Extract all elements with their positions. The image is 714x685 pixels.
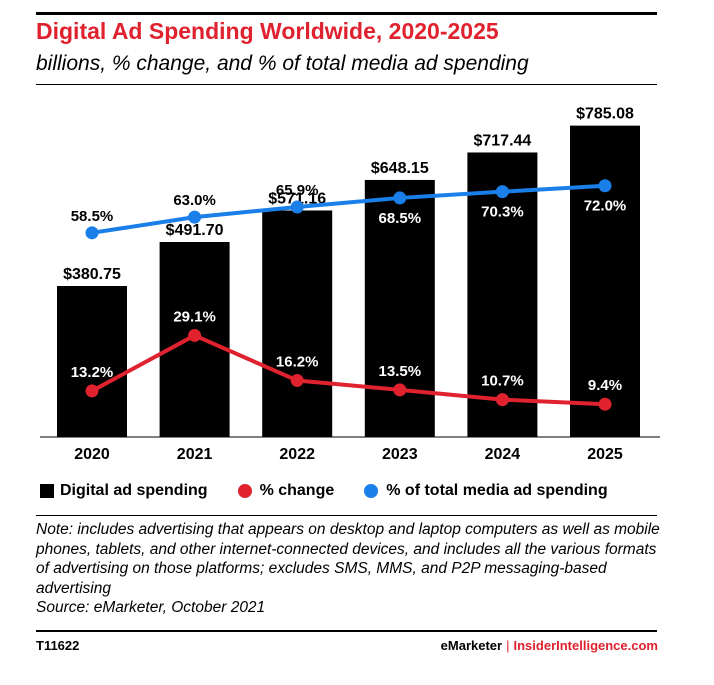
chart-id: T11622 — [36, 638, 80, 653]
chart-title: Digital Ad Spending Worldwide, 2020-2025 — [36, 18, 499, 44]
legend-label: % of total media ad spending — [386, 482, 608, 499]
subtitle-rule — [36, 84, 657, 85]
bar — [570, 125, 640, 437]
bar-value-label: $648.15 — [371, 160, 429, 177]
legend-item-percent-of-total: % of total media ad spending — [364, 482, 608, 500]
chart-subtitle: billions, % change, and % of total media… — [36, 52, 529, 75]
chart-note: Note: includes advertising that appears … — [36, 520, 666, 618]
data-point — [188, 210, 202, 224]
line-value-label: 63.0% — [173, 192, 216, 209]
x-tick-label: 2021 — [177, 446, 213, 463]
series-line-percent-change — [90, 333, 607, 407]
top-rule — [36, 12, 657, 15]
data-point — [598, 397, 612, 411]
line-value-label: 68.5% — [379, 210, 422, 227]
line-value-label: 13.2% — [71, 364, 114, 381]
bar — [57, 285, 127, 437]
bar-value-label: $785.08 — [576, 106, 634, 123]
brand-emarketer: eMarketer — [440, 638, 503, 653]
data-point — [598, 179, 612, 193]
data-point — [290, 373, 304, 387]
legend-item-percent-change: % change — [237, 482, 335, 500]
bar — [467, 152, 538, 437]
data-point — [393, 383, 407, 397]
line-value-label: 58.5% — [71, 208, 114, 225]
legend-item-digital-ad-spending: Digital ad spending — [40, 482, 208, 500]
bar-value-label: $571.16 — [268, 190, 326, 207]
line-value-label: 16.2% — [276, 353, 319, 370]
footer-rule — [36, 630, 657, 632]
brand-insider-intelligence: InsiderIntelligence.com — [513, 638, 659, 653]
x-tick-label: 2020 — [74, 446, 110, 463]
chart-legend: Digital ad spending % change % of total … — [40, 480, 638, 502]
data-point — [188, 328, 202, 342]
data-point — [495, 185, 509, 199]
line-value-label: 72.0% — [584, 198, 627, 215]
chart-plot: $380.75 $491.70 $571.16 $648.15 $717.44 $785.… — [40, 106, 660, 463]
line-value-label: 10.7% — [481, 373, 524, 390]
line-value-label: 70.3% — [481, 204, 524, 221]
series-line-percent-of-total — [90, 183, 607, 235]
bar-value-label: $717.44 — [473, 132, 531, 149]
x-tick-label: 2022 — [279, 446, 315, 463]
data-point — [85, 384, 99, 398]
data-point — [290, 200, 304, 214]
legend-swatch-square — [40, 484, 54, 498]
legend-swatch-dot — [237, 484, 252, 498]
data-point — [495, 393, 509, 407]
legend-label: Digital ad spending — [60, 482, 208, 499]
note-text: Note: includes advertising that appears … — [36, 521, 660, 597]
legend-label: % change — [259, 482, 335, 499]
data-point — [393, 191, 407, 205]
note-source: Source: eMarketer, October 2021 — [36, 599, 266, 616]
x-tick-label: 2024 — [485, 446, 521, 463]
brand-separator: | — [506, 638, 510, 653]
bar-value-label: $380.75 — [63, 266, 121, 283]
bar — [262, 210, 333, 437]
x-tick-label: 2025 — [587, 446, 623, 463]
x-tick-label: 2023 — [382, 446, 418, 463]
legend-swatch-dot — [364, 484, 379, 498]
note-rule — [36, 515, 657, 516]
line-value-label: 13.5% — [379, 363, 422, 380]
bar-value-label: $491.70 — [166, 222, 224, 239]
line-value-label: 9.4% — [588, 377, 622, 394]
line-value-label: 29.1% — [173, 308, 216, 325]
line-value-label: 65.9% — [276, 182, 319, 199]
brand-footer[interactable]: eMarketer | InsiderIntelligence.com — [441, 638, 658, 653]
data-point — [85, 226, 99, 240]
